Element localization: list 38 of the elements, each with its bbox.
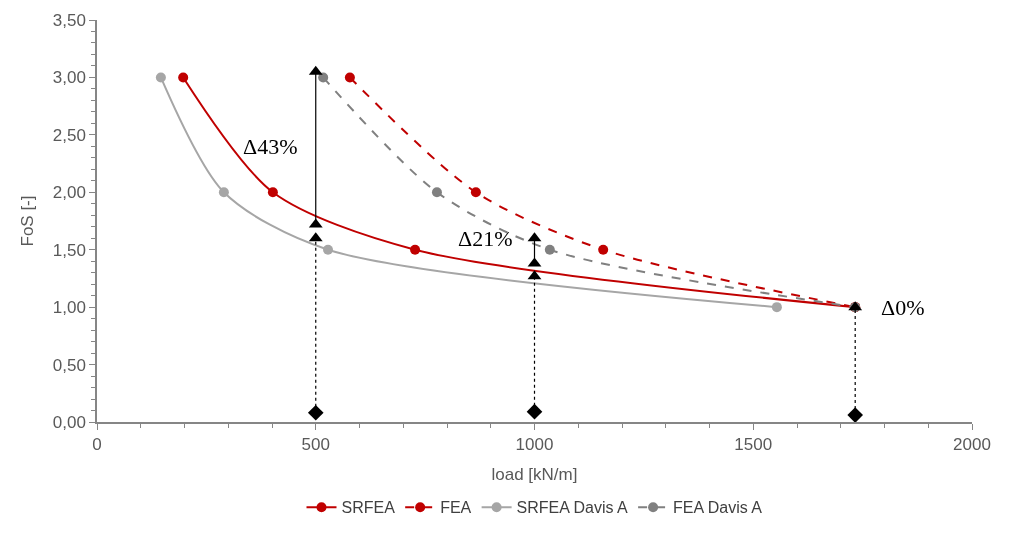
y-tick-label: 1,00 <box>52 298 86 318</box>
point <box>155 72 166 83</box>
annotation: Δ43% <box>243 134 298 159</box>
point <box>344 72 355 83</box>
annotation: Δ0% <box>881 295 925 320</box>
legend-label: FEA Davis A <box>673 499 763 517</box>
point <box>470 187 481 198</box>
annotation: Δ21% <box>458 226 513 251</box>
legend-label: SRFEA <box>341 499 396 517</box>
x-tick-label: 0 <box>92 435 102 455</box>
point <box>598 244 609 255</box>
legend-label: FEA <box>440 499 472 517</box>
y-tick-label: 2,50 <box>52 125 86 145</box>
point <box>410 244 421 255</box>
y-tick-label: 3,00 <box>52 68 86 88</box>
x-tick-label: 500 <box>301 435 330 455</box>
x-axis-title: load [kN/m] <box>491 465 578 485</box>
y-axis-title: FoS [-] <box>17 195 37 247</box>
point <box>318 72 329 83</box>
point <box>544 244 555 255</box>
point <box>526 403 543 420</box>
x-tick-label: 2000 <box>953 435 991 455</box>
x-tick-label: 1000 <box>515 435 554 455</box>
y-tick-label: 0,00 <box>52 412 86 432</box>
point <box>771 302 782 313</box>
point <box>323 244 333 255</box>
y-tick-label: 2,00 <box>52 183 86 203</box>
legend-label: SRFEA Davis A <box>516 499 629 517</box>
point <box>267 187 278 198</box>
y-tick-label: 0,50 <box>52 355 86 375</box>
x-tick-label: 1500 <box>734 435 773 455</box>
point <box>178 72 189 83</box>
point <box>218 187 229 198</box>
point <box>431 187 442 198</box>
y-tick-label: 1,50 <box>52 240 86 260</box>
point <box>307 405 324 421</box>
y-tick-label: 3,50 <box>52 10 86 30</box>
point <box>847 407 863 422</box>
